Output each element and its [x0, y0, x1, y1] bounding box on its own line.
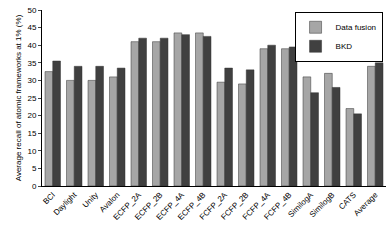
svg-text:40: 40 — [27, 41, 36, 50]
svg-text:30: 30 — [27, 76, 36, 85]
svg-text:FCFP_4A: FCFP_4A — [241, 190, 273, 222]
svg-text:SimilogB: SimilogB — [308, 190, 337, 219]
svg-text:Daylight: Daylight — [52, 190, 79, 217]
svg-text:ECFP_4A: ECFP_4A — [154, 190, 186, 222]
svg-text:Average recall of atomic frame: Average recall of atomic frameworks at 1… — [14, 14, 23, 181]
svg-text:Unity: Unity — [81, 190, 100, 209]
svg-text:20: 20 — [27, 111, 36, 120]
svg-text:Average: Average — [352, 190, 380, 218]
svg-text:FCFP_2A: FCFP_2A — [198, 190, 230, 222]
svg-text:Avalon: Avalon — [98, 190, 122, 214]
svg-text:Data fusion: Data fusion — [336, 23, 376, 32]
svg-text:0: 0 — [32, 182, 37, 191]
svg-text:10: 10 — [27, 147, 36, 156]
svg-text:ECFP_2B: ECFP_2B — [133, 190, 165, 222]
svg-text:BKD: BKD — [336, 42, 353, 51]
svg-text:25: 25 — [27, 94, 36, 103]
svg-text:FCFP_2B: FCFP_2B — [219, 190, 250, 221]
svg-text:5: 5 — [32, 164, 37, 173]
svg-text:ECFP_2A: ECFP_2A — [111, 190, 143, 222]
svg-text:ECFP_4B: ECFP_4B — [176, 190, 208, 222]
svg-text:50: 50 — [27, 6, 36, 15]
svg-text:35: 35 — [27, 59, 36, 68]
svg-text:BCI: BCI — [41, 190, 57, 206]
svg-text:SimilogA: SimilogA — [286, 190, 315, 219]
svg-text:FCFP_4B: FCFP_4B — [262, 190, 293, 221]
svg-text:15: 15 — [27, 129, 36, 138]
svg-text:45: 45 — [27, 23, 36, 32]
svg-text:CATS: CATS — [337, 190, 358, 211]
